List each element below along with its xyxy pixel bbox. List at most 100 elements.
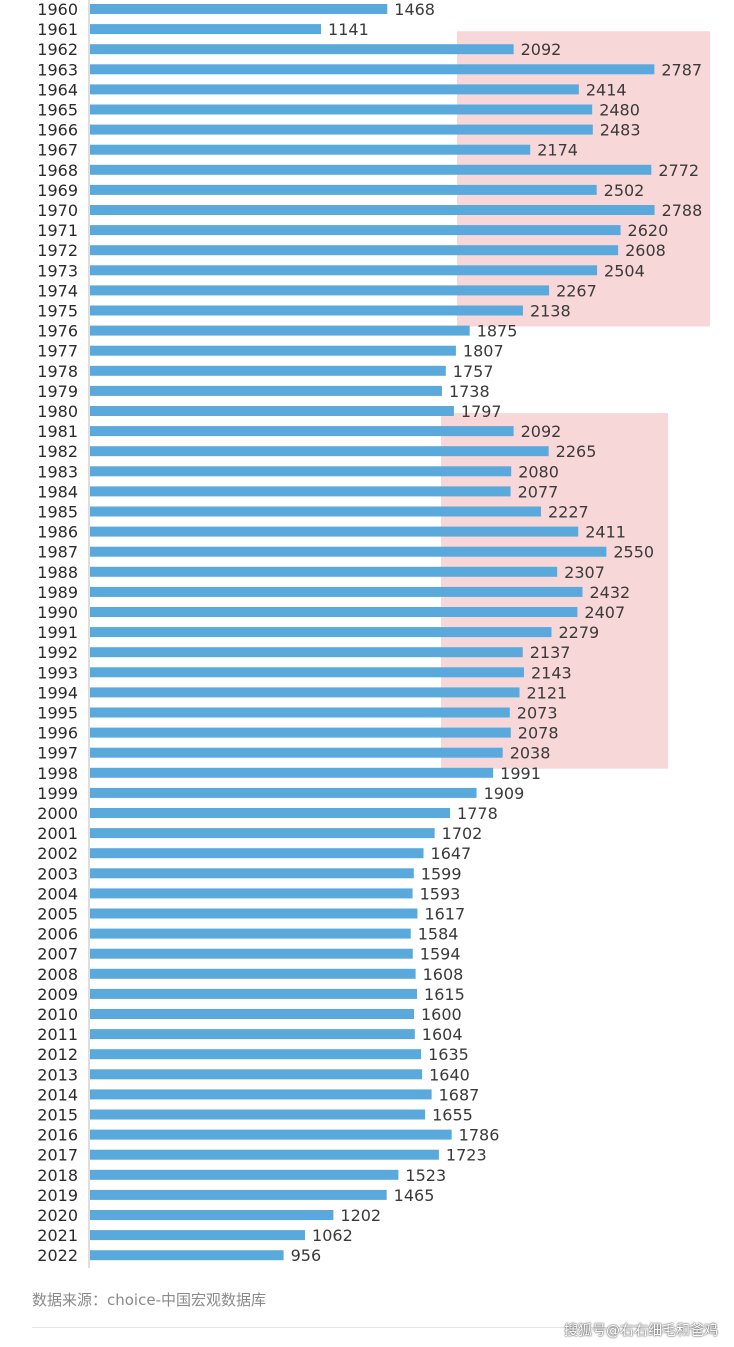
category-label-1982: 1982 bbox=[37, 442, 78, 461]
bar-1985 bbox=[90, 506, 541, 517]
category-label-2012: 2012 bbox=[37, 1045, 78, 1064]
category-label-1997: 1997 bbox=[37, 744, 78, 763]
category-label-1978: 1978 bbox=[37, 362, 78, 381]
bar-2000 bbox=[90, 808, 451, 818]
value-label-1979: 1738 bbox=[449, 382, 490, 401]
value-label-2015: 1655 bbox=[432, 1106, 473, 1125]
category-label-2001: 2001 bbox=[37, 824, 78, 843]
category-label-1964: 1964 bbox=[37, 80, 78, 99]
value-label-1964: 2414 bbox=[586, 80, 627, 99]
value-label-1991: 2279 bbox=[558, 623, 599, 642]
category-label-1996: 1996 bbox=[37, 724, 78, 743]
category-label-1987: 1987 bbox=[37, 543, 78, 562]
bar-1981 bbox=[90, 426, 514, 437]
bar-1999 bbox=[90, 787, 477, 798]
value-label-1982: 2265 bbox=[556, 442, 597, 461]
bar-1980 bbox=[90, 406, 454, 416]
value-label-2017: 1723 bbox=[446, 1146, 487, 1165]
value-label-2002: 1647 bbox=[431, 844, 472, 863]
value-label-2022: 956 bbox=[291, 1246, 322, 1265]
bar-1995 bbox=[90, 707, 510, 718]
category-label-1972: 1972 bbox=[37, 241, 78, 260]
bar-1991 bbox=[90, 627, 552, 638]
bar-1987 bbox=[90, 546, 607, 557]
value-label-1972: 2608 bbox=[625, 241, 666, 260]
category-label-2013: 2013 bbox=[37, 1065, 78, 1084]
category-label-1963: 1963 bbox=[37, 60, 78, 79]
bar-1984 bbox=[90, 486, 511, 497]
bar-2022 bbox=[90, 1250, 284, 1261]
value-label-2009: 1615 bbox=[424, 985, 465, 1004]
bar-1983 bbox=[90, 466, 512, 477]
value-label-2014: 1687 bbox=[439, 1085, 480, 1104]
value-label-1984: 2077 bbox=[518, 482, 559, 501]
bar-2006 bbox=[90, 928, 411, 939]
bar-1963 bbox=[90, 64, 655, 75]
category-label-1970: 1970 bbox=[37, 201, 78, 220]
bar-1974 bbox=[90, 285, 550, 296]
value-label-1977: 1807 bbox=[463, 342, 504, 361]
value-label-1994: 2121 bbox=[527, 683, 568, 702]
category-label-1967: 1967 bbox=[37, 141, 78, 160]
bar-1970 bbox=[90, 205, 655, 215]
category-label-2004: 2004 bbox=[37, 884, 78, 903]
value-label-2016: 1786 bbox=[459, 1126, 500, 1145]
category-label-2011: 2011 bbox=[37, 1025, 78, 1044]
category-label-2009: 2009 bbox=[37, 985, 78, 1004]
category-label-2019: 2019 bbox=[37, 1186, 78, 1205]
value-label-1988: 2307 bbox=[564, 563, 605, 582]
bar-2012 bbox=[90, 1049, 422, 1060]
value-label-1985: 2227 bbox=[548, 503, 589, 522]
value-label-2008: 1608 bbox=[423, 965, 464, 984]
category-label-2010: 2010 bbox=[37, 1005, 78, 1024]
category-label-2006: 2006 bbox=[37, 925, 78, 944]
bar-1969 bbox=[90, 184, 597, 195]
bar-1972 bbox=[90, 245, 619, 256]
category-label-1990: 1990 bbox=[37, 603, 78, 622]
category-label-1986: 1986 bbox=[37, 523, 78, 542]
category-label-2016: 2016 bbox=[37, 1126, 78, 1145]
bar-1996 bbox=[90, 727, 511, 738]
category-label-2018: 2018 bbox=[37, 1166, 78, 1185]
category-label-1962: 1962 bbox=[37, 40, 78, 59]
bar-1988 bbox=[90, 566, 558, 577]
bar-2015 bbox=[90, 1109, 426, 1120]
value-label-1969: 2502 bbox=[604, 181, 645, 200]
category-label-2015: 2015 bbox=[37, 1106, 78, 1125]
value-label-2005: 1617 bbox=[424, 905, 465, 924]
category-label-1984: 1984 bbox=[37, 482, 78, 501]
category-label-1989: 1989 bbox=[37, 583, 78, 602]
value-label-1998: 1991 bbox=[500, 764, 541, 783]
category-label-1981: 1981 bbox=[37, 422, 78, 441]
category-label-2017: 2017 bbox=[37, 1146, 78, 1165]
value-label-1992: 2137 bbox=[530, 643, 571, 662]
value-label-1990: 2407 bbox=[584, 603, 625, 622]
value-label-1960: 1468 bbox=[394, 0, 435, 19]
bar-2014 bbox=[90, 1089, 432, 1100]
category-label-1976: 1976 bbox=[37, 322, 78, 341]
bar-2011 bbox=[90, 1029, 415, 1040]
bar-1986 bbox=[90, 526, 579, 537]
category-label-1994: 1994 bbox=[37, 683, 78, 702]
bar-1960 bbox=[90, 4, 388, 14]
category-label-1979: 1979 bbox=[37, 382, 78, 401]
value-label-2019: 1465 bbox=[394, 1186, 435, 1205]
category-label-2002: 2002 bbox=[37, 844, 78, 863]
value-label-1999: 1909 bbox=[484, 784, 525, 803]
value-label-1973: 2504 bbox=[604, 261, 645, 280]
divider bbox=[32, 1327, 718, 1328]
bar-1975 bbox=[90, 305, 523, 316]
bar-2003 bbox=[90, 868, 414, 879]
bar-2017 bbox=[90, 1149, 439, 1160]
highlight-region bbox=[457, 31, 710, 327]
value-label-1965: 2480 bbox=[599, 101, 640, 120]
bar-2010 bbox=[90, 1009, 414, 1019]
value-label-2011: 1604 bbox=[422, 1025, 463, 1044]
labels: 1960 1468 1961 1141 1962 2092 1963 2787 1964 2414… bbox=[37, 0, 702, 1265]
value-label-1966: 2483 bbox=[600, 121, 641, 140]
category-label-2020: 2020 bbox=[37, 1206, 78, 1225]
value-label-1993: 2143 bbox=[531, 663, 572, 682]
value-label-1987: 2550 bbox=[613, 543, 654, 562]
value-label-2006: 1584 bbox=[418, 925, 459, 944]
category-label-2022: 2022 bbox=[37, 1246, 78, 1265]
